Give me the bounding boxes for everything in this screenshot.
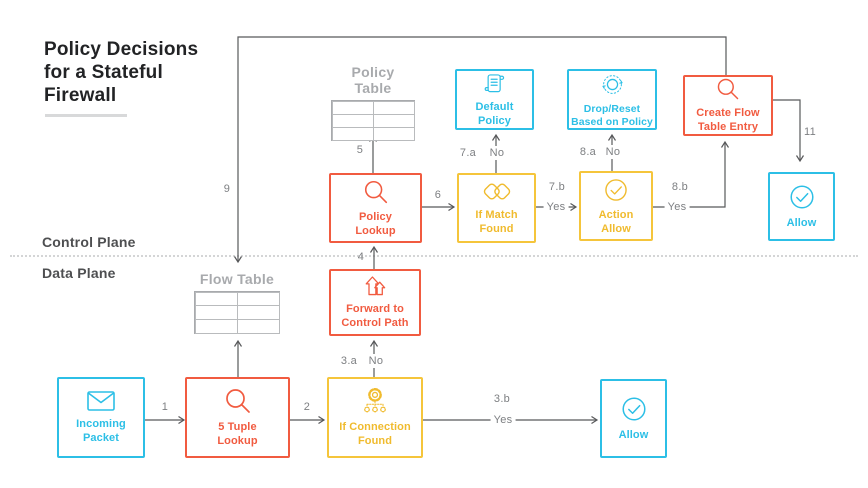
edge-label-6: 6 bbox=[434, 189, 442, 201]
table-cell bbox=[194, 318, 238, 334]
overlap-diamonds-icon bbox=[480, 179, 514, 204]
table-cell bbox=[331, 100, 374, 115]
node-label: Allow bbox=[618, 429, 649, 442]
table-cell bbox=[372, 113, 415, 128]
edge-label-2: 2 bbox=[303, 401, 311, 413]
page-title: Policy Decisions for a Stateful Firewall bbox=[44, 39, 199, 107]
node-if-match-found: If Match Found bbox=[457, 173, 536, 243]
node-label: If Match Found bbox=[475, 209, 518, 235]
check-circle-icon bbox=[787, 182, 817, 212]
check-circle-icon bbox=[619, 394, 649, 424]
edge-label-3b-yes: Yes bbox=[490, 413, 516, 427]
node-forward-to-control-path: Forward to Control Path bbox=[329, 269, 421, 336]
control-plane-label: Control Plane bbox=[42, 234, 136, 250]
node-if-connection-found: If Connection Found bbox=[327, 377, 423, 458]
edge-label-7b-yes: Yes bbox=[543, 200, 569, 214]
node-create-flow-table-entry: Create Flow Table Entry bbox=[683, 75, 773, 136]
table-cell bbox=[194, 291, 238, 307]
node-label: Default Policy bbox=[475, 100, 514, 127]
node-label: Forward to Control Path bbox=[341, 303, 409, 329]
edge-label-4: 4 bbox=[357, 251, 365, 263]
edge-label-1: 1 bbox=[161, 401, 169, 413]
node-incoming-packet: Incoming Packet bbox=[57, 377, 145, 458]
edge-label-7b: 7.b bbox=[548, 181, 566, 193]
flow-table-title: Flow Table bbox=[199, 271, 275, 287]
edge-label-8a-no: No bbox=[602, 145, 624, 159]
policy-table: Policy Table bbox=[331, 64, 415, 141]
node-five-tuple-lookup: 5 Tuple Lookup bbox=[185, 377, 290, 458]
magnifier-icon bbox=[715, 76, 741, 102]
node-label: Action Allow bbox=[598, 208, 634, 235]
magnifier-icon bbox=[223, 386, 253, 416]
flow-table: Flow Table bbox=[194, 271, 280, 334]
check-circle-icon bbox=[602, 176, 630, 204]
node-label: 5 Tuple Lookup bbox=[217, 421, 258, 447]
edge-label-8a: 8.a bbox=[579, 146, 597, 158]
title-underline bbox=[45, 114, 127, 117]
edge-label-7a: 7.a bbox=[459, 147, 477, 159]
node-label: If Connection Found bbox=[339, 421, 411, 447]
node-label: Incoming Packet bbox=[76, 418, 126, 444]
policy-table-grid bbox=[331, 100, 415, 141]
up-arrows-icon bbox=[363, 274, 387, 298]
edge-label-8b: 8.b bbox=[671, 181, 689, 193]
edge-label-3b: 3.b bbox=[493, 393, 511, 405]
node-label: Allow bbox=[786, 217, 817, 230]
reset-circle-icon bbox=[599, 71, 626, 98]
edge-label-9: 9 bbox=[223, 183, 231, 195]
edge-label-8b-yes: Yes bbox=[664, 200, 690, 214]
node-policy-lookup: Policy Lookup bbox=[329, 173, 422, 243]
data-plane-label: Data Plane bbox=[42, 265, 116, 281]
edge-label-5: 5 bbox=[356, 144, 364, 156]
node-label: Create Flow Table Entry bbox=[696, 107, 760, 133]
edge-label-3a-no: No bbox=[365, 354, 387, 368]
node-label: Drop/Reset Based on Policy bbox=[571, 103, 653, 128]
node-default-policy: Default Policy bbox=[455, 69, 534, 130]
node-allow-control-plane: Allow bbox=[768, 172, 835, 241]
table-cell bbox=[372, 126, 415, 141]
edge-label-7a-no: No bbox=[486, 146, 508, 160]
table-cell bbox=[331, 113, 374, 128]
node-allow-data-plane: Allow bbox=[600, 379, 667, 458]
envelope-icon bbox=[85, 389, 117, 413]
table-cell bbox=[236, 291, 280, 307]
table-cell bbox=[236, 318, 280, 334]
policy-table-title: Policy Table bbox=[351, 64, 395, 96]
node-action-allow: Action Allow bbox=[579, 171, 653, 241]
node-label: Policy Lookup bbox=[355, 210, 396, 237]
scroll-icon bbox=[483, 71, 507, 96]
table-cell bbox=[194, 305, 238, 320]
plane-divider bbox=[10, 255, 858, 257]
gear-network-icon bbox=[359, 386, 391, 416]
table-cell bbox=[236, 305, 280, 320]
table-cell bbox=[372, 100, 415, 115]
edge-label-3a: 3.a bbox=[340, 355, 358, 367]
magnifier-icon bbox=[362, 178, 390, 206]
flow-table-grid bbox=[194, 291, 280, 334]
node-drop-reset: Drop/Reset Based on Policy bbox=[567, 69, 657, 130]
table-cell bbox=[331, 126, 374, 141]
edge-label-11: 11 bbox=[803, 126, 817, 138]
